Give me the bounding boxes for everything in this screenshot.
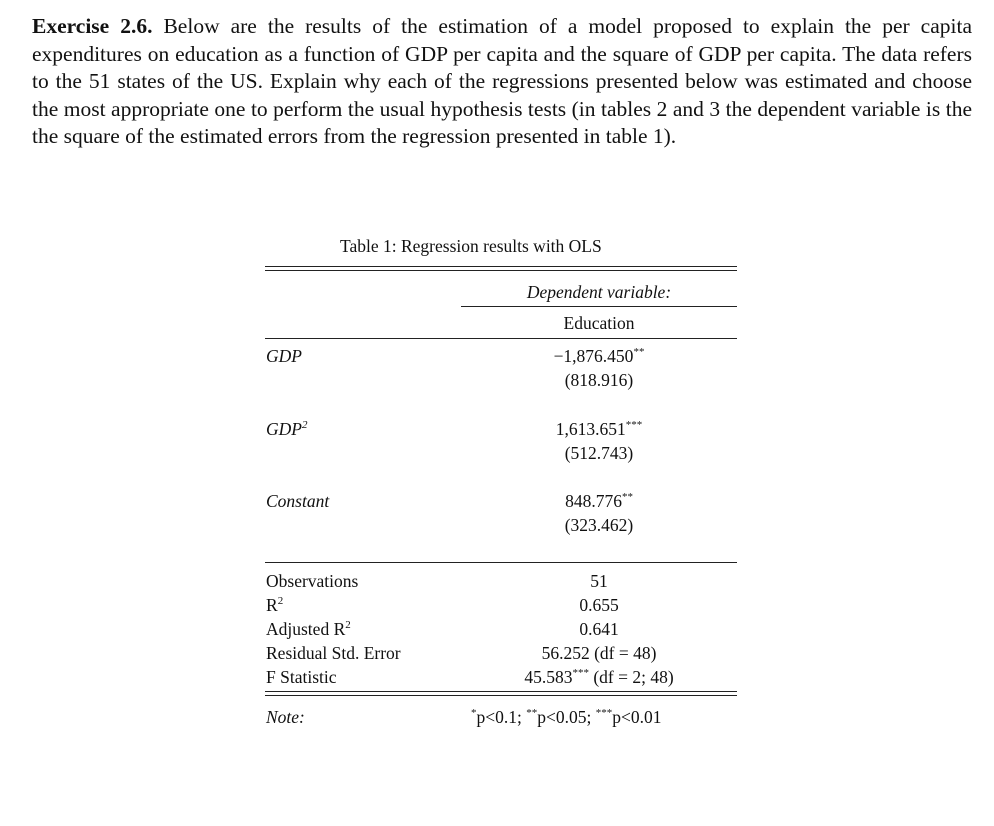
note-stars: ***: [595, 707, 613, 720]
stat-name: R2: [266, 595, 283, 616]
stat-superscript: 2: [277, 595, 284, 608]
exercise-body: Below are the results of the estimation …: [32, 14, 972, 148]
coef-name: Constant: [266, 491, 329, 512]
significance-note: *p<0.1; **p<0.05; ***p<0.01: [471, 707, 661, 728]
stat-name: Adjusted R2: [266, 619, 351, 640]
dep-var-header: Dependent variable:: [526, 282, 672, 302]
stat-extra: (df = 2; 48): [588, 667, 674, 687]
dep-var-rule: [461, 306, 737, 307]
stat-name: F Statistic: [266, 667, 337, 688]
stat-label: F Statistic: [266, 667, 337, 687]
stat-number: 0.641: [579, 619, 619, 639]
note-text: p<0.05;: [537, 707, 596, 727]
coef-name: GDP2: [266, 419, 307, 440]
stat-number: 45.583: [524, 667, 573, 687]
stat-label: Adjusted R: [266, 619, 346, 639]
coef-stars: **: [633, 346, 645, 359]
stat-number: 51: [590, 571, 608, 591]
exercise-text: Exercise 2.6. Below are the results of t…: [32, 13, 972, 151]
stat-value: 51: [461, 571, 737, 592]
note-stars: *: [471, 707, 477, 720]
stat-value: 45.583*** (df = 2; 48): [461, 667, 737, 688]
bottom-rule: [265, 691, 737, 692]
stat-number: 0.655: [579, 595, 619, 615]
coef-estimate: −1,876.450: [553, 346, 634, 366]
stat-value: 56.252 (df = 48): [461, 643, 737, 664]
coef-std-error: (818.916): [564, 370, 634, 390]
stat-label: Residual Std. Error: [266, 643, 401, 663]
stat-label: Observations: [266, 571, 359, 591]
stat-number: 56.252 (df = 48): [541, 643, 657, 663]
coef-stars: **: [621, 491, 633, 504]
coef-std-error: (323.462): [564, 515, 634, 535]
header-rule: [265, 338, 737, 339]
coef-superscript: 2: [301, 418, 308, 431]
stat-superscript: 2: [345, 619, 351, 632]
stat-stars: ***: [572, 667, 589, 680]
bottom-rule-2: [265, 695, 737, 696]
note-label: Note:: [266, 707, 305, 727]
coef-name: GDP: [266, 346, 302, 367]
stat-name: Residual Std. Error: [266, 643, 401, 664]
stat-label: R: [266, 595, 278, 615]
note-text: p<0.01: [612, 707, 662, 727]
coef-estimate: 848.776: [565, 491, 622, 511]
top-rule-2: [265, 270, 737, 271]
stats-rule: [265, 562, 737, 563]
table-caption: Table 1: Regression results with OLS: [340, 236, 602, 256]
coef-value: 1,613.651***: [461, 419, 737, 440]
coef-value: 848.776**: [461, 491, 737, 512]
stat-name: Observations: [266, 571, 358, 592]
exercise-label: Exercise 2.6.: [32, 14, 153, 38]
coef-label: Constant: [266, 491, 330, 511]
coef-label: GDP: [266, 346, 302, 366]
coef-std-error: (512.743): [564, 442, 634, 463]
coef-value: −1,876.450**: [461, 346, 737, 367]
stat-value: 0.655: [461, 595, 737, 616]
note-stars: **: [526, 707, 538, 720]
coef-stars: ***: [625, 418, 643, 431]
coef-label: GDP: [266, 418, 302, 439]
top-rule: [265, 266, 737, 267]
stat-value: 0.641: [461, 619, 737, 640]
coef-estimate: 1,613.651: [555, 418, 626, 439]
note-text: p<0.1;: [476, 707, 527, 727]
dep-var-name: Education: [563, 313, 635, 333]
